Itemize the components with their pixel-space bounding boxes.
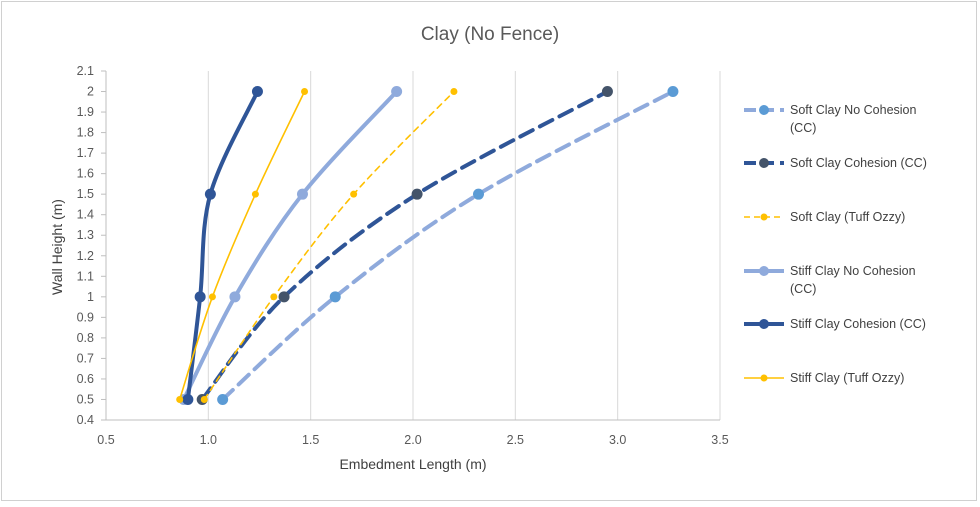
data-point bbox=[601, 86, 613, 98]
y-tick-label: 0.9 bbox=[77, 310, 94, 324]
y-tick-label: 2.1 bbox=[77, 64, 94, 78]
series-6 bbox=[176, 88, 309, 403]
series-line bbox=[185, 89, 260, 402]
legend-label: Stiff Clay No Cohesion bbox=[790, 264, 916, 278]
y-tick-label: 0.6 bbox=[77, 372, 94, 386]
gridlines bbox=[207, 71, 721, 420]
y-tick-label: 0.5 bbox=[77, 392, 94, 406]
series-3 bbox=[200, 88, 458, 403]
series-line bbox=[203, 90, 455, 401]
y-tick-label: 1.2 bbox=[77, 249, 94, 263]
x-tick-label: 3.0 bbox=[609, 433, 626, 447]
y-tick-label: 1.5 bbox=[77, 187, 94, 201]
x-tick-label: 2.5 bbox=[507, 433, 524, 447]
data-point bbox=[251, 190, 259, 198]
legend-item: Soft Clay No Cohesion (CC) bbox=[744, 103, 917, 135]
series-2 bbox=[196, 86, 613, 405]
legend-label: Stiff Clay Cohesion (CC) bbox=[790, 317, 926, 331]
x-tick-label: 3.5 bbox=[711, 433, 728, 447]
legend-item: Stiff Clay (Tuff Ozzy) bbox=[744, 371, 904, 385]
data-point bbox=[329, 291, 341, 303]
axes bbox=[101, 70, 720, 421]
data-point bbox=[296, 188, 308, 200]
y-tick-label: 1.1 bbox=[77, 269, 94, 283]
data-point bbox=[182, 393, 194, 405]
y-tick-label: 0.4 bbox=[77, 413, 94, 427]
y-tick-label: 0.7 bbox=[77, 351, 94, 365]
data-point bbox=[391, 86, 403, 98]
data-point bbox=[278, 291, 290, 303]
data-point bbox=[270, 293, 278, 301]
data-point bbox=[208, 293, 216, 301]
data-point bbox=[217, 393, 229, 405]
legend-item: Stiff Clay No Cohesion (CC) bbox=[744, 264, 916, 296]
y-tick-label: 1.8 bbox=[77, 126, 94, 140]
legend-label: (CC) bbox=[790, 121, 816, 135]
legend-swatch-marker bbox=[759, 266, 769, 276]
data-point bbox=[251, 86, 263, 98]
legend-label: (CC) bbox=[790, 282, 816, 296]
y-tick-label: 1.6 bbox=[77, 167, 94, 181]
series-line bbox=[181, 89, 399, 402]
legend-swatch-marker bbox=[759, 105, 769, 115]
data-point bbox=[176, 395, 184, 403]
legend-swatch-marker bbox=[759, 319, 769, 329]
series-1 bbox=[217, 86, 679, 405]
x-tick-label: 1.0 bbox=[200, 433, 217, 447]
legend-label: Soft Clay No Cohesion bbox=[790, 103, 917, 117]
y-tick-label: 1 bbox=[87, 290, 94, 304]
y-tick-label: 1.3 bbox=[77, 228, 94, 242]
y-tick-label: 0.8 bbox=[77, 331, 94, 345]
x-tick-label: 0.5 bbox=[97, 433, 114, 447]
data-point bbox=[194, 291, 206, 303]
series-line bbox=[220, 89, 675, 402]
legend-swatch-marker bbox=[760, 213, 768, 221]
data-point bbox=[229, 291, 241, 303]
data-point bbox=[200, 395, 208, 403]
legend-label: Stiff Clay (Tuff Ozzy) bbox=[790, 371, 904, 385]
legend-swatch-marker bbox=[760, 374, 768, 382]
data-point bbox=[350, 190, 358, 198]
x-tick-labels: 0.5 1.0 1.5 2.0 2.5 3.0 3.5 bbox=[97, 433, 728, 447]
y-tick-label: 1.7 bbox=[77, 146, 94, 160]
x-tick-label: 2.0 bbox=[404, 433, 421, 447]
data-point bbox=[411, 188, 423, 200]
y-tick-label: 2 bbox=[87, 85, 94, 99]
data-point bbox=[450, 88, 458, 96]
y-tick-label: 1.4 bbox=[77, 208, 94, 222]
legend-item: Soft Clay (Tuff Ozzy) bbox=[744, 210, 905, 224]
series-5 bbox=[182, 86, 263, 405]
data-point bbox=[472, 188, 484, 200]
data-point bbox=[667, 86, 679, 98]
data-point bbox=[301, 88, 309, 96]
data-point bbox=[204, 188, 216, 200]
legend-swatch-marker bbox=[759, 158, 769, 168]
series-layer bbox=[176, 86, 679, 405]
chart-title: Clay (No Fence) bbox=[421, 24, 559, 45]
legend-item: Stiff Clay Cohesion (CC) bbox=[744, 317, 926, 331]
series-4 bbox=[178, 86, 403, 405]
series-line bbox=[178, 90, 306, 401]
legend-label: Soft Clay (Tuff Ozzy) bbox=[790, 210, 905, 224]
legend-item: Soft Clay Cohesion (CC) bbox=[744, 156, 927, 170]
y-tick-label: 1.9 bbox=[77, 105, 94, 119]
x-tick-label: 1.5 bbox=[302, 433, 319, 447]
legend-label: Soft Clay Cohesion (CC) bbox=[790, 156, 927, 170]
series-line bbox=[200, 89, 610, 402]
y-tick-labels: 0.4 0.5 0.6 0.7 0.8 0.9 1 1.1 1.2 1.3 1.4 1.5 1.6 1.7… bbox=[77, 64, 94, 427]
x-axis-title: Embedment Length (m) bbox=[339, 456, 486, 472]
legend: Soft Clay No Cohesion (CC) Soft Clay Cohes… bbox=[744, 103, 927, 385]
y-axis-title: Wall Height (m) bbox=[49, 199, 65, 295]
